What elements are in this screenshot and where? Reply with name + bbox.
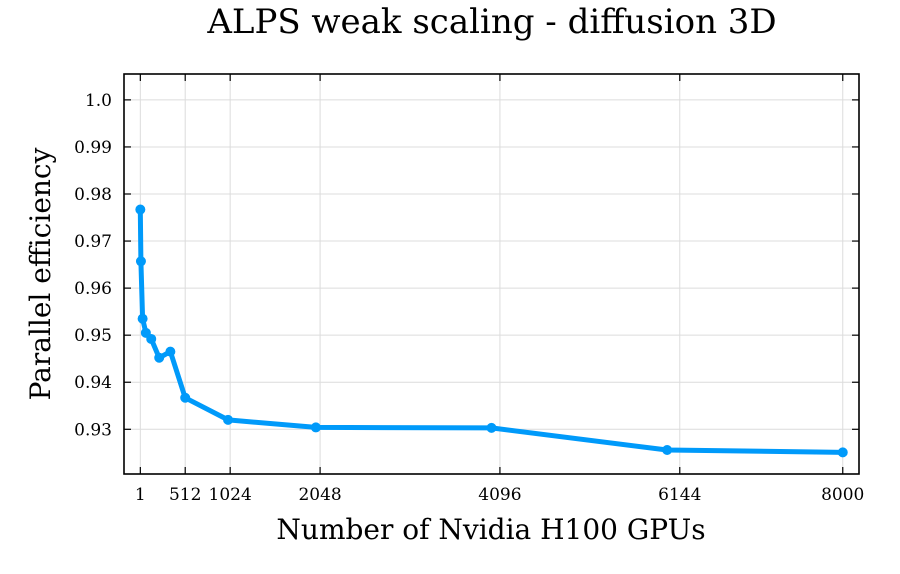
data-point: [837, 447, 848, 458]
data-point: [180, 392, 191, 403]
y-tick-label: 0.93: [74, 420, 112, 440]
data-point: [135, 256, 146, 267]
series-line: [137, 207, 846, 455]
data-point: [135, 204, 146, 215]
data-point: [154, 352, 165, 363]
data-point: [310, 422, 321, 433]
plot-frame: [123, 73, 860, 475]
x-tick-label: 6144: [658, 485, 701, 505]
y-tick-label: 0.95: [74, 326, 112, 346]
y-tick-label: 0.94: [74, 373, 112, 393]
y-tick-label: 0.97: [74, 232, 112, 252]
data-point: [486, 422, 497, 433]
data-point: [165, 346, 176, 357]
x-tick-label: 1024: [209, 485, 252, 505]
x-tick-label: 8000: [821, 485, 864, 505]
x-tick-label: 1: [135, 485, 146, 505]
x-tick-label: 4096: [478, 485, 521, 505]
y-tick-label: 0.99: [74, 138, 112, 158]
data-point: [223, 414, 234, 425]
series: [135, 204, 848, 458]
axis-ticks: 0.93 0.94 0.95 0.96 0.97 0.98 0.99 1.0 1 512 1024 2…: [74, 74, 864, 505]
data-point: [137, 313, 148, 324]
y-tick-label: 0.96: [74, 279, 112, 299]
x-tick-label: 512: [169, 485, 201, 505]
y-tick-label: 0.98: [74, 185, 112, 205]
data-point: [146, 333, 157, 344]
data-point: [662, 445, 673, 455]
x-tick-label: 2048: [298, 485, 341, 505]
chart-title: ALPS weak scaling - diffusion 3D: [206, 2, 776, 42]
x-axis-title: Number of Nvidia H100 GPUs: [276, 513, 705, 546]
y-tick-label: 1.0: [85, 91, 112, 111]
y-axis-title: Parallel efficiency: [24, 147, 57, 400]
grid: [124, 74, 859, 474]
